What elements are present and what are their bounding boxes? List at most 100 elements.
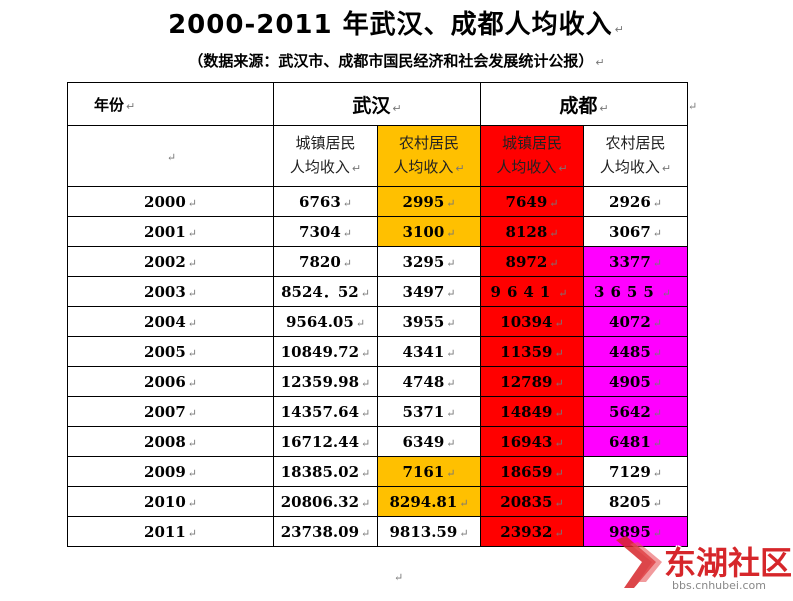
year-cell: 2010 ↵ <box>67 486 274 517</box>
year-cell: 2011 ↵ <box>67 516 274 547</box>
wuhan-rural-header-line2: 人均收入 <box>393 158 454 176</box>
year-value: 2009 <box>144 462 186 481</box>
paragraph-mark-icon: ↵ <box>446 286 456 300</box>
wuhan-rural-cell: 3295 ↵ <box>377 246 481 277</box>
table-row: 2003 ↵ 8524．52 ↵ 3497 ↵ 9641 ↵ 3655 ↵ <box>67 276 688 307</box>
paragraph-mark-icon: ↵ <box>614 23 625 36</box>
wuhan-urban-value: 7820 <box>299 252 341 271</box>
paragraph-mark-icon: ↵ <box>459 496 469 510</box>
income-table-body: 年份 ↵ 武汉 ↵ 成都 ↵ ↵ 城镇居民 人均收入 ↵ 农村居民 人均收入 ↵ 城镇居民 人均… <box>67 82 688 547</box>
paragraph-mark-icon: ↵ <box>554 526 564 540</box>
year-cell: 2002 ↵ <box>67 246 274 277</box>
wuhan-urban-value: 14357.64 <box>280 402 360 421</box>
paragraph-mark-icon: ↵ <box>446 406 456 420</box>
paragraph-mark-icon: ↵ <box>187 286 197 300</box>
chengdu-header-label: 成都 <box>559 94 598 117</box>
chengdu-urban-cell: 7649 ↵ <box>480 186 584 217</box>
chengdu-rural-value: 4905 <box>609 372 651 391</box>
chengdu-rural-value: 5642 <box>609 402 651 421</box>
table-row: 2008 ↵ 16712.44 ↵ 6349 ↵ 16943 ↵ 6481 ↵ <box>67 426 688 457</box>
wuhan-urban-header-line1: 城镇居民 <box>295 134 356 152</box>
chengdu-urban-value: 16943 <box>500 432 553 451</box>
paragraph-mark-icon: ↵ <box>342 256 352 270</box>
wuhan-urban-value: 8524．52 <box>281 283 359 301</box>
paragraph-mark-icon: ↵ <box>446 376 456 390</box>
chengdu-rural-cell: 4485 ↵ <box>583 336 688 367</box>
chengdu-rural-header-line2-wrap: 人均收入 ↵ <box>585 155 687 181</box>
table-row: 2006 ↵ 12359.98 ↵ 4748 ↵ 12789 ↵ 4905 ↵ <box>67 366 688 397</box>
year-value: 2008 <box>144 432 186 451</box>
wuhan-rural-value: 3295 <box>402 252 445 271</box>
chengdu-urban-cell: 8128 ↵ <box>480 216 584 247</box>
wuhan-urban-header: 城镇居民人均收入 ↵ <box>273 125 378 187</box>
wuhan-urban-cell: 9564.05 ↵ <box>273 306 378 337</box>
chengdu-rural-value: 8205 <box>609 492 651 511</box>
paragraph-mark-icon: ↵ <box>446 436 456 450</box>
chengdu-urban-header-line2-wrap: 人均收入 ↵ <box>482 155 583 181</box>
chengdu-urban-value: 18659 <box>500 462 553 481</box>
chengdu-urban-value: 8128 <box>505 222 548 241</box>
subtitle-text: （数据来源：武汉市、成都市国民经济和社会发展统计公报） <box>188 52 594 70</box>
wuhan-urban-cell: 23738.09 ↵ <box>273 516 378 547</box>
wuhan-urban-header-line2-wrap: 人均收入 ↵ <box>275 155 377 181</box>
year-cell: 2000 ↵ <box>67 186 274 217</box>
wuhan-urban-cell: 6763 ↵ <box>273 186 378 217</box>
paragraph-mark-icon: ↵ <box>459 526 469 540</box>
chengdu-urban-header: 城镇居民 人均收入 ↵ <box>480 125 584 187</box>
chengdu-rural-value: 9895 <box>609 522 651 541</box>
chengdu-urban-cell: 14849 ↵ <box>480 396 584 427</box>
paragraph-mark-icon: ↵ <box>361 526 371 540</box>
paragraph-mark-icon: ↵ <box>351 162 362 175</box>
table-row: 2000 ↵ 6763 ↵ 2995 ↵ 7649 ↵ 2926 ↵ <box>67 186 688 217</box>
chengdu-urban-cell: 10394 ↵ <box>480 306 584 337</box>
chengdu-rural-cell: 4905 ↵ <box>583 366 688 397</box>
wuhan-urban-value: 20806.32 <box>280 492 360 511</box>
paragraph-mark-icon: ↵ <box>652 436 662 450</box>
wuhan-rural-value: 8294.81 <box>389 492 458 511</box>
wuhan-rural-value: 2995 <box>402 192 445 211</box>
paragraph-mark-icon: ↵ <box>554 406 564 420</box>
chengdu-rural-cell: 3067 ↵ <box>583 216 688 247</box>
paragraph-mark-icon: ↵ <box>342 226 352 240</box>
chengdu-header-cell: 成都 ↵ <box>480 82 688 126</box>
paragraph-mark-icon: ↵ <box>392 101 402 115</box>
chengdu-rural-header-line1: 农村居民 <box>605 134 666 152</box>
wuhan-rural-value: 6349 <box>402 432 445 451</box>
wuhan-urban-cell: 20806.32 ↵ <box>273 486 378 517</box>
paragraph-mark-icon: ↵ <box>342 196 352 210</box>
wuhan-urban-value: 7304 <box>299 222 341 241</box>
chengdu-rural-cell: 5642 ↵ <box>583 396 688 427</box>
paragraph-mark-icon: ↵ <box>187 316 197 330</box>
wuhan-rural-value: 4341 <box>402 342 445 361</box>
chengdu-rural-cell: 3655 ↵ <box>583 276 688 307</box>
chengdu-rural-header-line2: 人均收入 <box>599 158 660 176</box>
table-row: 2004 ↵ 9564.05 ↵ 3955 ↵ 10394 ↵ 4072 ↵ <box>67 306 688 337</box>
paragraph-mark-icon: ↵ <box>652 406 662 420</box>
wuhan-urban-value: 6763 <box>299 192 341 211</box>
chengdu-rural-cell: 9895 ↵ <box>583 516 688 547</box>
wuhan-rural-cell: 8294.81 ↵ <box>377 486 481 517</box>
paragraph-mark-icon: ↵ <box>446 226 456 240</box>
paragraph-mark-icon: ↵ <box>554 376 564 390</box>
paragraph-mark-icon: ↵ <box>166 151 177 164</box>
paragraph-mark-icon: ↵ <box>360 287 370 300</box>
paragraph-mark-icon: ↵ <box>558 286 574 300</box>
paragraph-mark-icon: ↵ <box>652 466 662 480</box>
wuhan-urban-value: 12359.98 <box>280 372 360 391</box>
document-subtitle: （数据来源：武汉市、成都市国民经济和社会发展统计公报） ↵ <box>0 50 793 71</box>
paragraph-mark-icon: ↵ <box>446 196 456 210</box>
wuhan-urban-value: 23738.09 <box>280 522 360 541</box>
wuhan-rural-header-line2-wrap: 人均收入 ↵ <box>379 155 480 181</box>
watermark-logo-icon <box>616 536 662 588</box>
wuhan-urban-value: 16712.44 <box>280 432 360 451</box>
paragraph-mark-icon: ↵ <box>652 376 662 390</box>
wuhan-rural-header-line1: 农村居民 <box>398 134 459 152</box>
wuhan-urban-value: 18385.02 <box>280 462 360 481</box>
paragraph-mark-icon: ↵ <box>126 99 136 113</box>
wuhan-rural-value: 5371 <box>402 402 445 421</box>
paragraph-mark-icon: ↵ <box>355 316 366 330</box>
chengdu-urban-header-line2: 人均收入 <box>496 158 557 176</box>
chengdu-rural-value: 4072 <box>609 312 651 331</box>
year-value: 2000 <box>144 192 186 211</box>
chengdu-urban-value: 20835 <box>500 492 553 511</box>
